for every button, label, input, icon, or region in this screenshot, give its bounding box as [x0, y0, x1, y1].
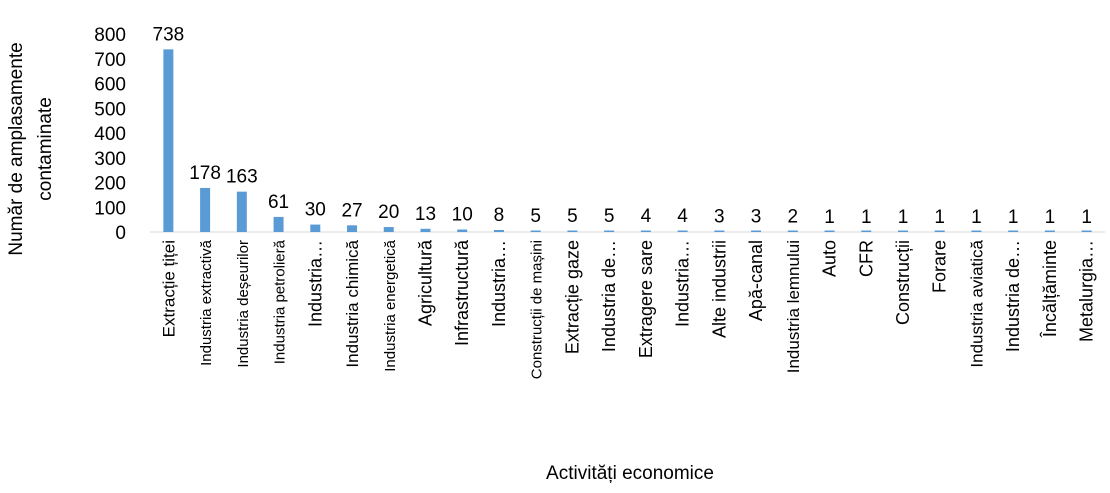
bar: [200, 187, 211, 232]
category-label: CFR: [856, 240, 876, 277]
data-label: 1: [1045, 207, 1056, 228]
y-axis-ticks: 0 100 200 300 400 500 600 700 800: [94, 25, 126, 244]
y-tick-label: 100: [94, 198, 126, 219]
data-label: 8: [494, 205, 505, 226]
data-label: 13: [415, 204, 436, 225]
data-label: 5: [530, 206, 541, 227]
bar: [751, 230, 762, 232]
category-label: Infrastructură: [452, 239, 472, 346]
category-label: Industria aviatică: [967, 239, 986, 367]
y-tick-label: 0: [115, 223, 126, 244]
y-tick-label: 200: [94, 174, 126, 195]
y-tick-label: 600: [94, 75, 126, 96]
bar: [310, 224, 321, 232]
bar: [677, 230, 688, 232]
category-label: Încălțăminte: [1040, 240, 1060, 338]
data-label: 1: [934, 207, 945, 228]
data-label: 30: [305, 200, 326, 221]
data-label: 10: [452, 205, 473, 226]
category-label: Industria lemnului: [784, 240, 803, 373]
bar: [1008, 230, 1019, 232]
y-tick-label: 300: [94, 149, 126, 170]
data-label: 1: [824, 207, 835, 228]
category-label: Agricultură: [415, 239, 435, 326]
bar: [163, 49, 174, 232]
category-label: Industria…: [489, 240, 509, 327]
data-label: 4: [641, 206, 652, 227]
data-label: 3: [714, 206, 725, 227]
bar: [1081, 230, 1092, 232]
x-axis-title: Activități economice: [546, 463, 714, 484]
bar: [714, 230, 725, 232]
y-tick-label: 400: [94, 124, 126, 145]
category-label: Industria…: [305, 240, 325, 327]
bar: [787, 230, 798, 232]
category-label: Industria…: [673, 240, 693, 327]
category-label: Industria energetică: [382, 239, 399, 371]
bar: [604, 230, 615, 232]
bar: [420, 228, 431, 232]
bar: [934, 230, 945, 232]
data-label: 27: [341, 200, 362, 221]
category-label: Industria extractivă: [198, 239, 215, 366]
category-label: Industria de…: [1003, 240, 1023, 352]
bar: [861, 230, 872, 232]
category-label: Industria chimică: [343, 239, 362, 367]
data-label: 1: [1081, 207, 1092, 228]
category-label: Auto: [820, 240, 840, 277]
category-labels: Extracție țiței Industria extractivă Indus…: [159, 239, 1096, 379]
data-label: 5: [567, 206, 578, 227]
category-label: Alte industrii: [709, 240, 729, 338]
category-label: Extracție țiței: [159, 240, 178, 337]
category-label: Forare: [930, 240, 950, 293]
bar: [897, 230, 908, 232]
category-label: Extracție gaze: [562, 240, 582, 354]
data-label: 20: [378, 202, 399, 223]
category-label: Metalurgia…: [1077, 240, 1097, 342]
data-label: 5: [604, 206, 615, 227]
bars: [163, 49, 1092, 232]
category-label: Extragere sare: [636, 240, 656, 358]
y-axis-title-line: Număr de amplasamente: [6, 42, 27, 255]
data-label: 4: [677, 206, 688, 227]
bar: [971, 230, 982, 232]
bar: [530, 230, 541, 232]
data-label: 1: [898, 207, 909, 228]
bar: [824, 230, 835, 232]
category-label: Industria deșeurilor: [235, 240, 252, 368]
bar: [273, 216, 284, 232]
bar: [383, 227, 394, 232]
y-tick-label: 700: [94, 50, 126, 71]
y-tick-label: 500: [94, 99, 126, 120]
category-label: Industria petrolieră: [272, 239, 289, 364]
data-label: 3: [751, 206, 762, 227]
data-label: 738: [153, 24, 185, 45]
data-label: 61: [268, 192, 289, 213]
bar: [567, 230, 578, 232]
bar: [640, 230, 651, 232]
category-label: Construcții: [893, 240, 913, 325]
bar: [236, 191, 247, 232]
data-label: 1: [1008, 207, 1019, 228]
bar: [347, 225, 358, 232]
y-axis-title-line: contaminate: [35, 97, 56, 201]
bar: [1044, 230, 1055, 232]
category-label: Apă-canal: [746, 240, 766, 321]
data-label: 178: [189, 163, 221, 184]
bar: [457, 229, 468, 232]
data-label: 2: [787, 207, 798, 228]
y-axis-title: Număr de amplasamente contaminate: [6, 42, 56, 255]
bar: [493, 230, 504, 232]
category-label: Industria de…: [599, 240, 619, 352]
category-label: Construcții de mașini: [529, 240, 546, 379]
data-labels: 738 178 163 61 30 27 20 13 10 8 5 5 5 4 4 3 3 2 1 1 1 1 1 1 1 1: [153, 24, 1092, 227]
data-label: 1: [971, 207, 982, 228]
y-tick-label: 800: [94, 25, 126, 46]
data-label: 1: [861, 207, 872, 228]
data-label: 163: [226, 167, 258, 188]
